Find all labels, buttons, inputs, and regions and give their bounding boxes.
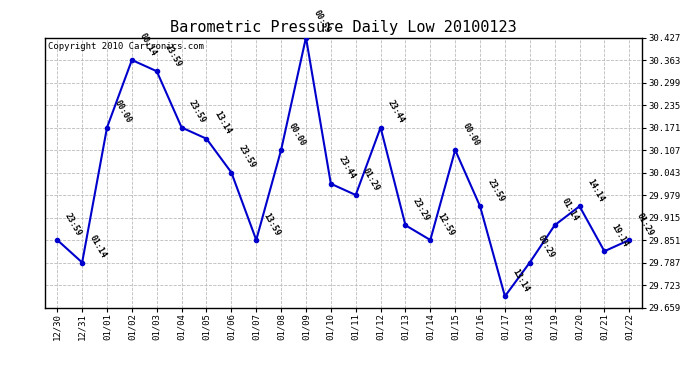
Text: 23:59: 23:59 (187, 99, 208, 125)
Text: 23:59: 23:59 (237, 144, 257, 170)
Text: 01:14: 01:14 (88, 234, 108, 260)
Text: 23:59: 23:59 (486, 177, 506, 204)
Text: 23:29: 23:29 (411, 196, 431, 222)
Text: 13:14: 13:14 (212, 110, 233, 136)
Text: 00:00: 00:00 (461, 121, 481, 147)
Text: 19:14: 19:14 (610, 222, 630, 249)
Text: 14:14: 14:14 (585, 177, 605, 204)
Text: 01:29: 01:29 (362, 166, 382, 192)
Text: 23:44: 23:44 (386, 99, 406, 125)
Text: 13:59: 13:59 (262, 211, 282, 237)
Text: 00:59: 00:59 (311, 9, 332, 35)
Text: 23:59: 23:59 (63, 211, 83, 237)
Text: 23:44: 23:44 (337, 155, 357, 181)
Text: 00:29: 00:29 (535, 234, 555, 260)
Title: Barometric Pressure Daily Low 20100123: Barometric Pressure Daily Low 20100123 (170, 20, 517, 35)
Text: Copyright 2010 Cartronics.com: Copyright 2010 Cartronics.com (48, 42, 204, 51)
Text: 13:14: 13:14 (511, 267, 531, 294)
Text: 00:00: 00:00 (112, 99, 133, 125)
Text: 01:14: 01:14 (560, 196, 580, 222)
Text: 23:59: 23:59 (162, 42, 183, 69)
Text: 00:00: 00:00 (286, 121, 307, 147)
Text: 01:29: 01:29 (635, 211, 655, 237)
Text: 12:59: 12:59 (436, 211, 456, 237)
Text: 00:14: 00:14 (137, 31, 158, 57)
